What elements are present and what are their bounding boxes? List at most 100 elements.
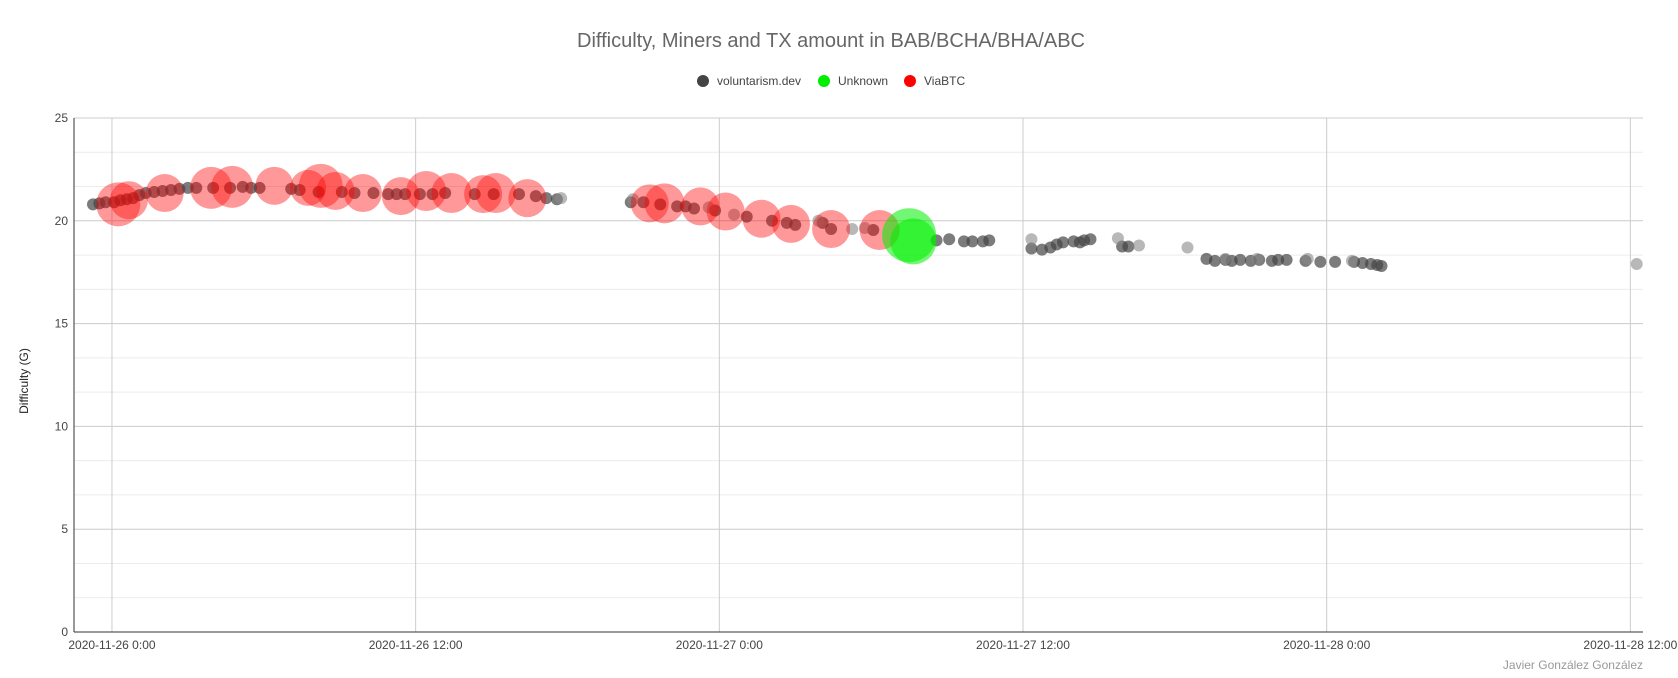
- point-voluntarism-dev: [1280, 253, 1293, 266]
- point-voluntarism-dev: [1272, 253, 1285, 266]
- gridlines: [73, 117, 1643, 633]
- point-voluntarism-dev: [966, 235, 979, 248]
- point-viabtc: [742, 199, 781, 238]
- point-voluntarism-dev: [399, 188, 412, 201]
- point-viabtc: [464, 175, 503, 214]
- point-viabtc: [812, 210, 851, 249]
- point-viabtc: [406, 170, 447, 211]
- point-viabtc: [96, 182, 141, 227]
- point-viabtc: [211, 165, 254, 208]
- point-viabtc: [706, 192, 745, 231]
- point-voluntarism-dev: [1345, 254, 1358, 267]
- point-voluntarism-dev: [413, 188, 426, 201]
- legend: voluntarism.dev Unknown ViaBTC: [697, 74, 965, 88]
- point-viabtc: [644, 183, 685, 224]
- point-voluntarism-dev: [688, 202, 701, 215]
- point-viabtc: [508, 179, 547, 218]
- point-voluntarism-dev: [512, 188, 525, 201]
- point-voluntarism-dev: [957, 235, 970, 248]
- legend-marker-unknown: [818, 75, 830, 87]
- x-tick-label: 2020-11-28 12:00: [1583, 638, 1677, 652]
- point-voluntarism-dev: [1057, 236, 1070, 249]
- point-voluntarism-dev: [1132, 239, 1145, 252]
- data-points: [86, 163, 1643, 273]
- y-tick-label: 25: [55, 111, 69, 125]
- x-axis-ticks: 2020-11-26 0:00 2020-11-26 12:00 2020-11-2…: [68, 638, 1677, 652]
- legend-marker-viabtc: [904, 75, 916, 87]
- point-voluntarism-dev: [555, 192, 568, 205]
- point-viabtc: [255, 166, 294, 205]
- point-viabtc: [109, 181, 148, 220]
- point-voluntarism-dev: [367, 187, 380, 200]
- legend-label-voluntarism: voluntarism.dev: [717, 74, 801, 88]
- point-voluntarism-dev: [529, 190, 542, 203]
- legend-label-viabtc: ViaBTC: [924, 74, 965, 88]
- point-voluntarism-dev: [1314, 255, 1327, 268]
- point-viabtc: [381, 177, 420, 216]
- point-viabtc: [475, 173, 516, 214]
- point-voluntarism-dev: [1219, 252, 1232, 265]
- point-voluntarism-dev: [1375, 260, 1388, 273]
- point-voluntarism-dev: [1301, 252, 1314, 265]
- x-tick-label: 2020-11-28 0:00: [1283, 638, 1371, 652]
- point-viabtc: [772, 204, 811, 243]
- point-voluntarism-dev: [740, 210, 753, 223]
- point-viabtc: [431, 173, 472, 214]
- point-voluntarism-dev: [439, 187, 452, 200]
- point-voluntarism-dev: [487, 188, 500, 201]
- point-voluntarism-dev: [1084, 233, 1097, 246]
- point-voluntarism-dev: [1181, 241, 1194, 254]
- point-voluntarism-dev: [728, 208, 741, 221]
- point-voluntarism-dev: [312, 186, 325, 199]
- point-voluntarism-dev: [626, 193, 639, 206]
- point-voluntarism-dev: [181, 181, 194, 194]
- y-axis-ticks: 0 5 10 15 20 25: [55, 111, 69, 639]
- legend-marker-voluntarism: [697, 75, 709, 87]
- credit: Javier González González: [1503, 658, 1643, 672]
- y-tick-label: 10: [55, 419, 69, 433]
- point-voluntarism-dev: [1025, 242, 1038, 255]
- point-voluntarism-dev: [637, 196, 650, 209]
- point-voluntarism-dev: [789, 218, 802, 231]
- point-voluntarism-dev: [426, 188, 439, 201]
- point-viabtc: [190, 166, 233, 209]
- point-voluntarism-dev: [1025, 233, 1038, 246]
- x-tick-label: 2020-11-27 12:00: [976, 638, 1070, 652]
- point-viabtc: [681, 187, 720, 226]
- point-viabtc: [290, 169, 327, 206]
- point-voluntarism-dev: [190, 181, 203, 194]
- point-voluntarism-dev: [224, 181, 237, 194]
- y-tick-label: 0: [61, 625, 68, 639]
- point-voluntarism-dev: [943, 233, 956, 246]
- point-viabtc: [145, 174, 184, 213]
- point-voluntarism-dev: [1122, 240, 1135, 253]
- y-axis-label: Difficulty (G): [17, 348, 31, 414]
- point-voluntarism-dev: [846, 223, 859, 236]
- x-tick-label: 2020-11-26 12:00: [369, 638, 463, 652]
- chart-title: Difficulty, Miners and TX amount in BAB/…: [577, 30, 1085, 52]
- point-voluntarism-dev: [99, 196, 112, 209]
- point-voluntarism-dev: [654, 198, 667, 211]
- point-viabtc: [316, 171, 355, 210]
- point-voluntarism-dev: [253, 181, 266, 194]
- point-voluntarism-dev: [702, 201, 715, 214]
- point-voluntarism-dev: [1234, 253, 1247, 266]
- legend-label-unknown: Unknown: [838, 74, 888, 88]
- x-tick-label: 2020-11-27 0:00: [676, 638, 764, 652]
- point-voluntarism-dev: [293, 183, 306, 196]
- point-voluntarism-dev: [671, 200, 684, 213]
- point-voluntarism-dev: [1208, 254, 1221, 267]
- x-tick-label: 2020-11-26 0:00: [68, 638, 156, 652]
- point-unknown: [890, 218, 937, 265]
- point-voluntarism-dev: [1111, 232, 1124, 245]
- point-voluntarism-dev: [335, 186, 348, 199]
- point-voluntarism-dev: [766, 214, 779, 227]
- point-voluntarism-dev: [812, 214, 825, 227]
- point-viabtc: [343, 174, 382, 213]
- point-voluntarism-dev: [1630, 257, 1643, 270]
- y-tick-label: 5: [61, 522, 68, 536]
- point-voluntarism-dev: [1329, 255, 1342, 268]
- point-viabtc: [630, 184, 669, 223]
- y-tick-label: 15: [55, 317, 69, 331]
